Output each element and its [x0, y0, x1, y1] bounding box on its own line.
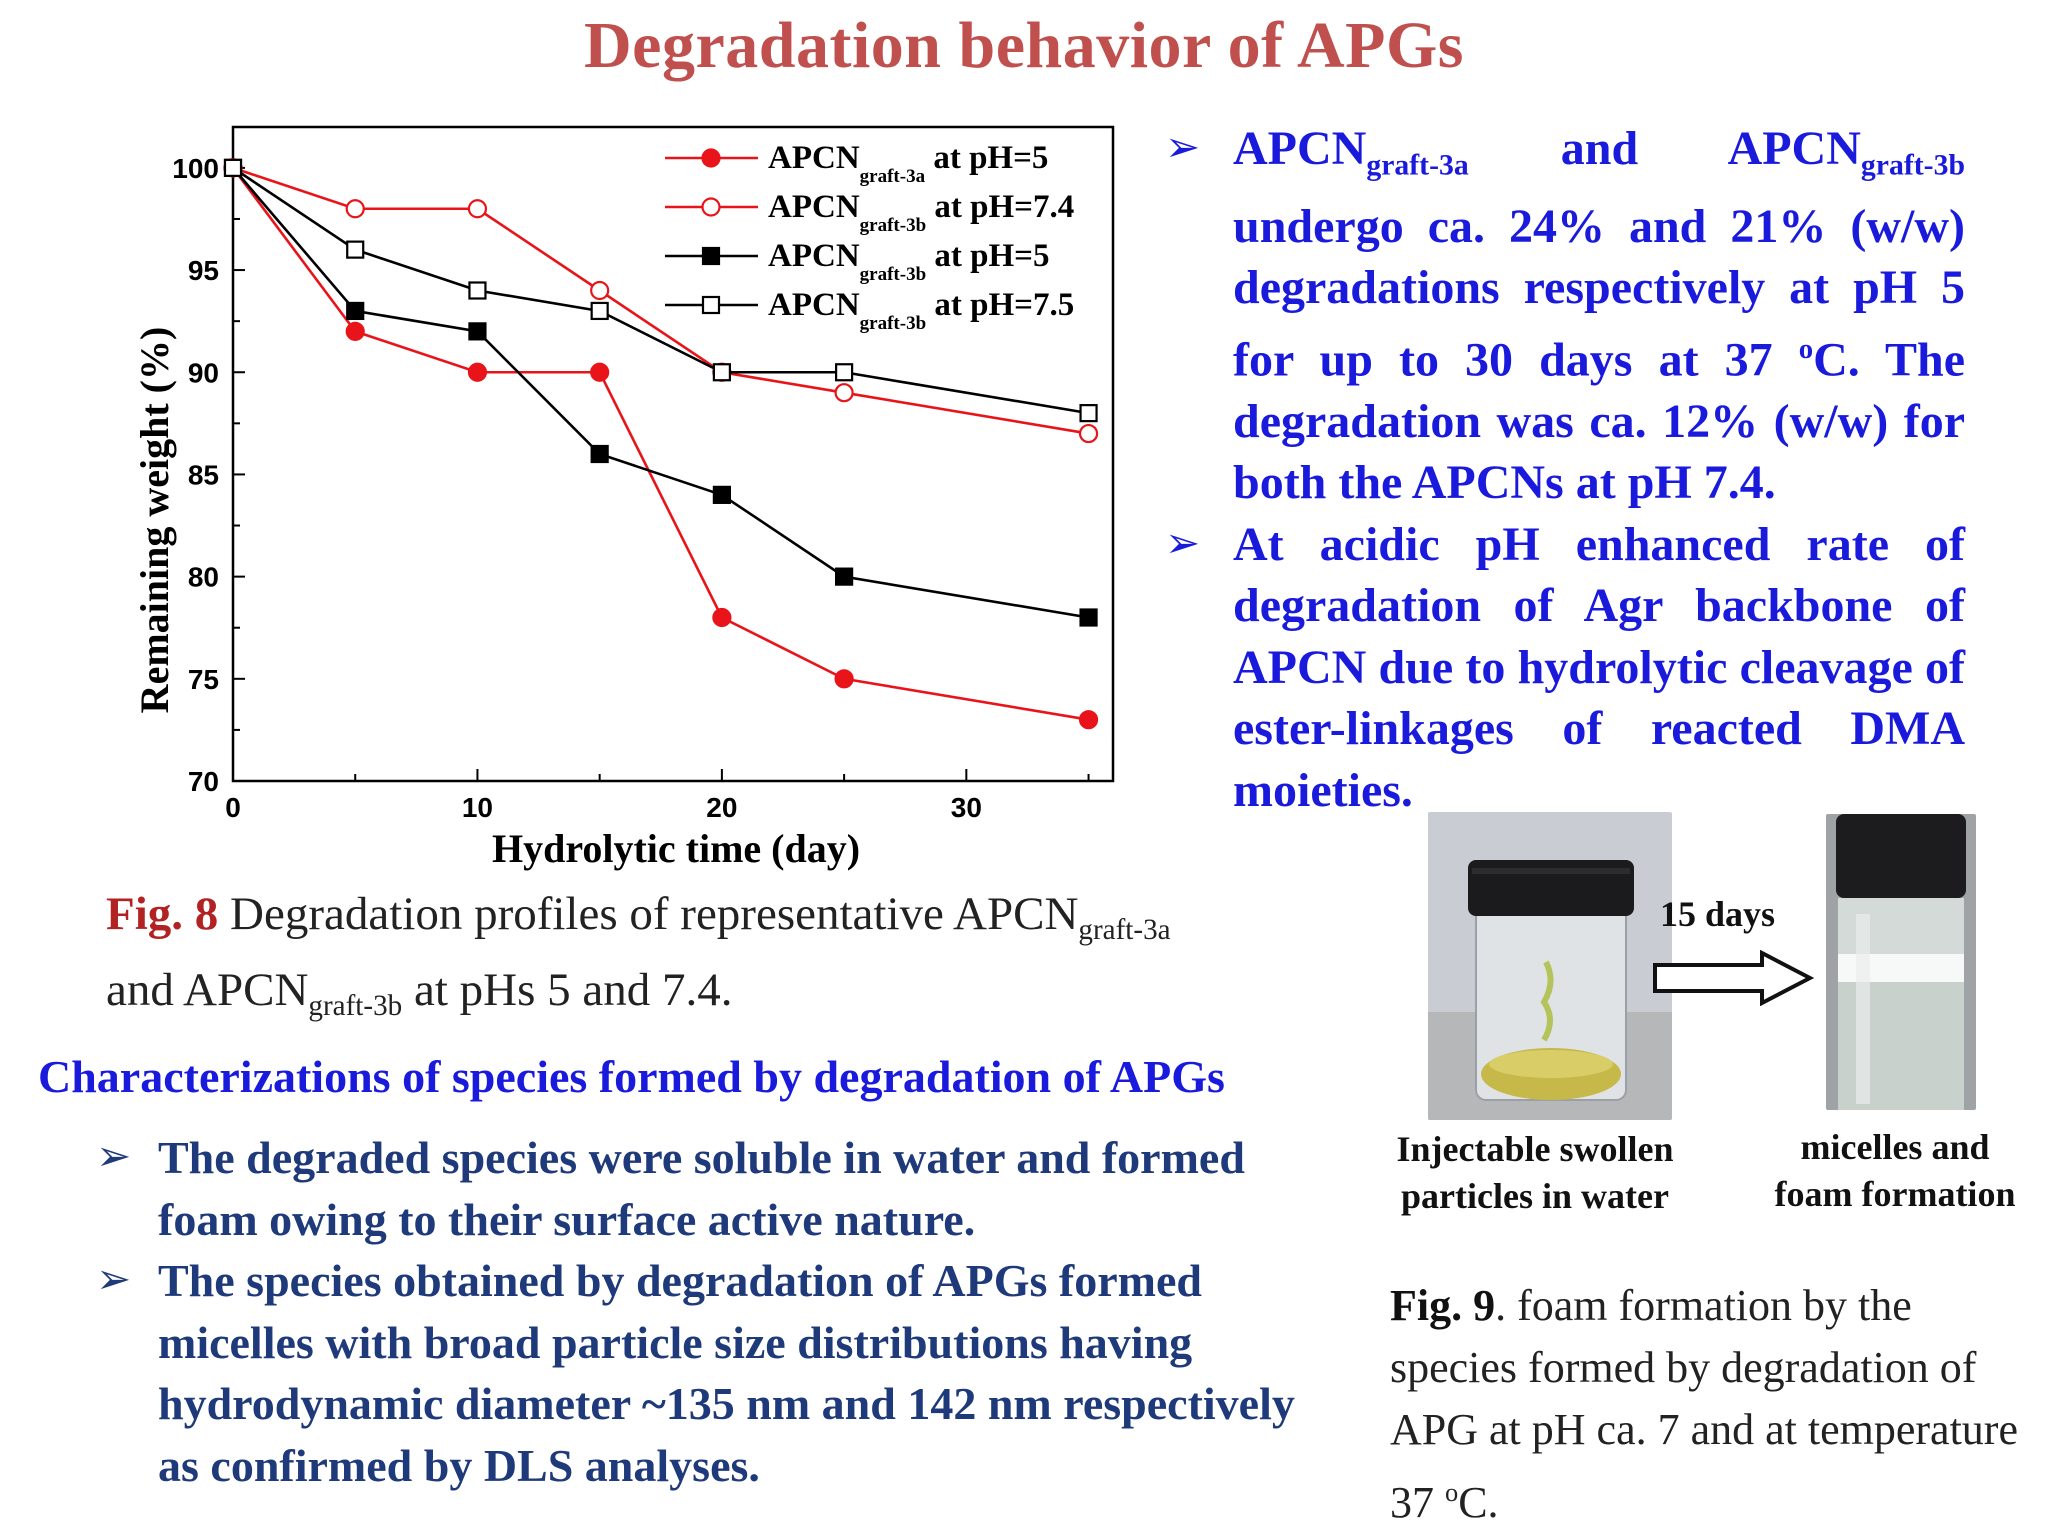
photo-left-caption: Injectable swollen particles in water — [1396, 1129, 1674, 1216]
x-tick-label: 20 — [706, 792, 737, 823]
data-point — [834, 669, 854, 689]
data-point — [346, 301, 365, 321]
data-point — [590, 444, 609, 464]
x-tick-label: 0 — [225, 792, 241, 823]
data-point — [467, 362, 488, 382]
data-point — [345, 199, 365, 219]
legend-marker — [701, 148, 721, 168]
right-bullet-1: ➢ APCNgraft-3a and APCNgraft-3b undergo … — [1165, 118, 1965, 514]
vial-photo-after — [1826, 814, 1976, 1110]
series-4 — [223, 158, 1098, 423]
y-tick-label: 85 — [188, 459, 219, 490]
legend-label: APCNgraft-3b at pH=7.4 — [768, 189, 1074, 236]
y-axis-label: Remaining weight (%) — [132, 327, 177, 714]
legend-entry-3: APCNgraft-3b at pH=5 — [665, 238, 1049, 285]
data-point — [712, 607, 732, 628]
data-point — [1078, 423, 1099, 444]
legend-marker — [701, 197, 721, 217]
right-bullet-2: ➢ At acidic pH enhanced rate of degradat… — [1165, 514, 1965, 822]
y-tick-label: 70 — [188, 766, 219, 797]
y-tick-label: 95 — [188, 255, 219, 286]
legend-marker — [701, 246, 721, 266]
fig9-caption: Fig. 9. foam formation by the species fo… — [1390, 1281, 2018, 1527]
plot-frame — [231, 125, 1115, 783]
data-point — [590, 362, 610, 382]
data-point — [345, 321, 365, 341]
legend-entry-4: APCNgraft-3b at pH=7.5 — [665, 287, 1074, 334]
arrow-bullet-icon: ➢ — [1165, 125, 1201, 171]
x-tick-label: 10 — [462, 792, 493, 823]
y-tick-label: 80 — [188, 562, 219, 593]
legend-entry-1: APCNgraft-3a at pH=5 — [665, 140, 1048, 187]
y-tick-label: 90 — [188, 357, 219, 388]
left-bullet-1: ➢ The degraded species were soluble in w… — [96, 1127, 1346, 1250]
data-point — [223, 158, 243, 177]
data-point — [1078, 710, 1099, 730]
data-point — [590, 280, 610, 301]
right-bullet-list: ➢ APCNgraft-3a and APCNgraft-3b undergo … — [1165, 118, 1965, 821]
legend-label: APCNgraft-3b at pH=7.5 — [768, 287, 1074, 334]
arrow-bullet-icon: ➢ — [96, 1257, 132, 1303]
data-point — [467, 199, 488, 219]
legend-entry-2: APCNgraft-3b at pH=7.4 — [665, 189, 1074, 236]
y-tick-label: 100 — [172, 153, 219, 184]
data-point — [346, 240, 365, 259]
days-label: 15 days — [1660, 894, 1776, 934]
data-point — [1079, 404, 1098, 423]
legend-label: APCNgraft-3a at pH=5 — [768, 140, 1048, 187]
x-axis-label: Hydrolytic time (day) — [492, 826, 860, 871]
data-point — [468, 322, 487, 341]
legend-label: APCNgraft-3b at pH=5 — [768, 238, 1049, 285]
arrow-bullet-icon: ➢ — [1165, 520, 1201, 567]
left-bullet-list: ➢ The degraded species were soluble in w… — [96, 1127, 1346, 1496]
data-point — [835, 567, 854, 586]
y-tick-label: 75 — [188, 664, 219, 695]
data-point — [712, 363, 731, 382]
data-point — [834, 383, 854, 403]
data-point — [712, 485, 731, 504]
page-title: Degradation behavior of APGs — [584, 9, 1464, 82]
fig8-caption: Fig. 8 Degradation profiles of represent… — [106, 888, 1171, 1023]
x-tick-label: 30 — [951, 792, 982, 823]
section-heading: Characterizations of species formed by d… — [38, 1051, 1225, 1102]
legend-marker — [701, 295, 721, 315]
right-arrow-icon — [1653, 950, 1814, 1006]
data-point — [468, 281, 487, 300]
data-point — [590, 301, 609, 321]
data-point — [1079, 608, 1098, 627]
arrow-bullet-icon: ➢ — [96, 1134, 132, 1180]
vial-photo-before — [1428, 812, 1672, 1120]
degradation-chart: 0 10 20 30 70 75 80 85 90 95 100 APCNgraft-3a at p… — [132, 125, 1115, 871]
data-point — [835, 363, 854, 382]
left-bullet-2: ➢ The species obtained by degradation of… — [96, 1250, 1346, 1496]
photo-right-caption: micelles and foam formation — [1774, 1127, 2016, 1214]
